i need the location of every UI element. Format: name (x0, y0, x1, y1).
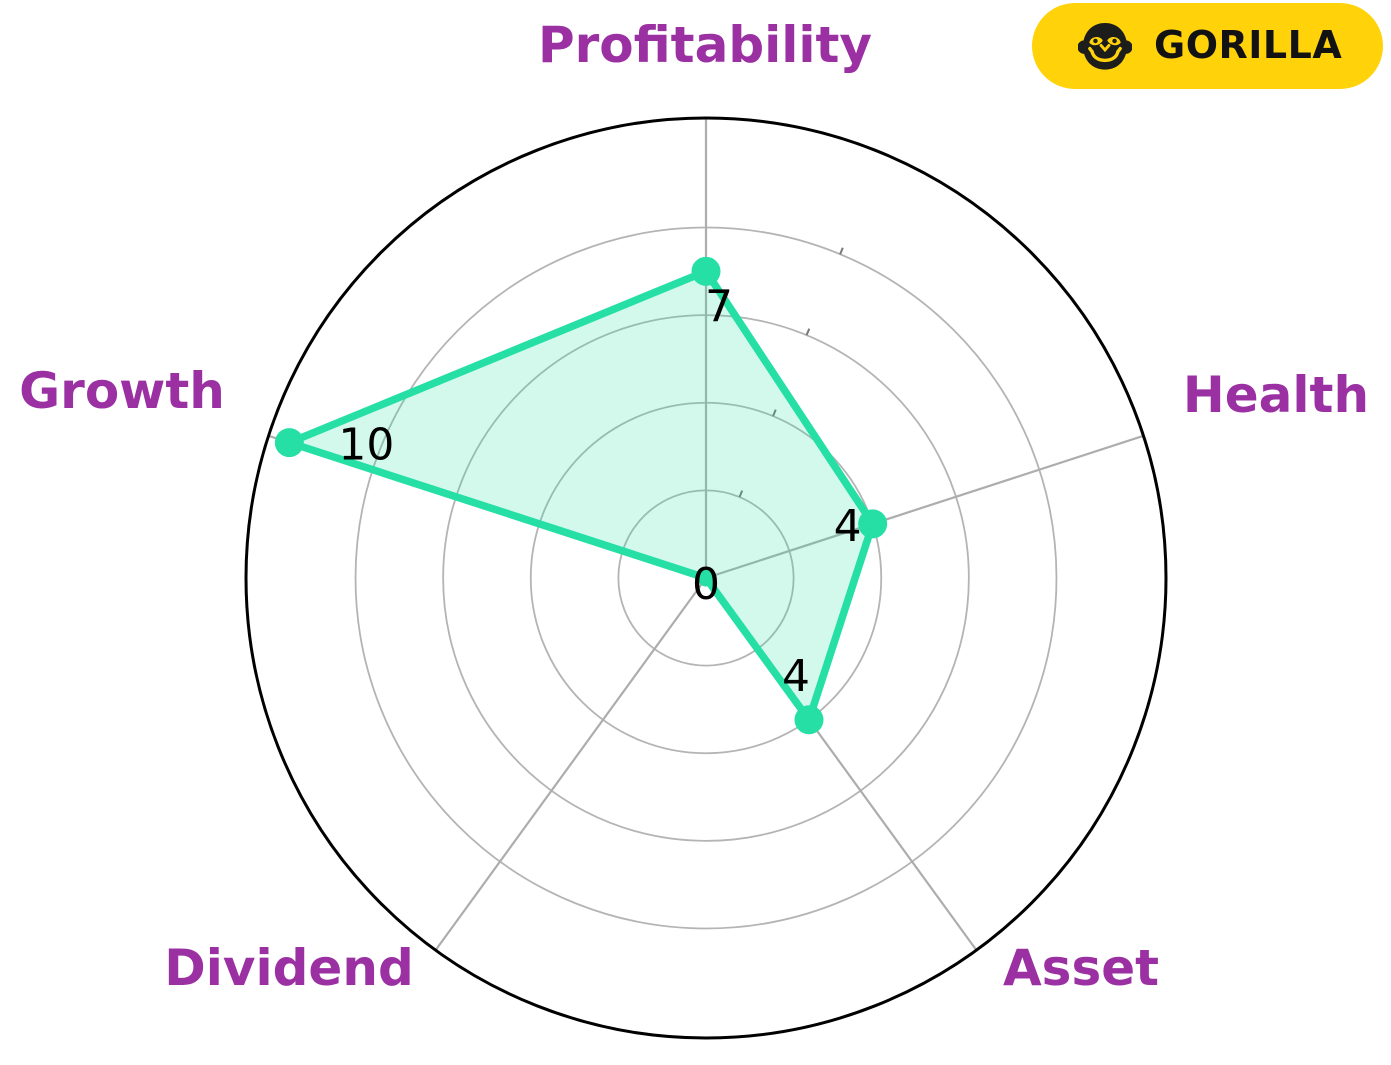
axis-label-health: Health (1183, 366, 1369, 424)
data-point-dividend (697, 569, 715, 587)
outer-ring (244, 116, 1168, 1040)
r-axis-tick-6 (805, 328, 811, 336)
r-axis-tick-2 (738, 490, 744, 498)
axis-label-asset: Asset (1003, 939, 1159, 997)
value-label-dividend: 0 (692, 559, 720, 610)
axis-label-dividend: Dividend (164, 939, 413, 997)
axis-spoke-dividend (434, 577, 707, 951)
axis-label-growth: Growth (19, 362, 225, 420)
r-axis-tick-4 (772, 409, 777, 417)
badge-label: GORILLA (1154, 23, 1343, 67)
value-label-growth: 10 (338, 420, 394, 471)
value-label-asset: 4 (782, 651, 810, 702)
data-point-growth (274, 428, 304, 458)
axis-label-profitability: Profitability (538, 16, 872, 74)
gorilla-badge: GORILLA (1032, 3, 1383, 89)
data-polygon (285, 267, 877, 724)
data-point-asset (794, 705, 824, 735)
value-label-profitability: 7 (705, 281, 733, 332)
data-point-profitability (691, 256, 721, 286)
axis-spoke-health (705, 434, 1144, 580)
gorilla-icon (1078, 22, 1132, 70)
value-label-health: 4 (834, 501, 862, 552)
r-axis-tick-8 (839, 247, 844, 255)
data-point-health (858, 509, 888, 539)
